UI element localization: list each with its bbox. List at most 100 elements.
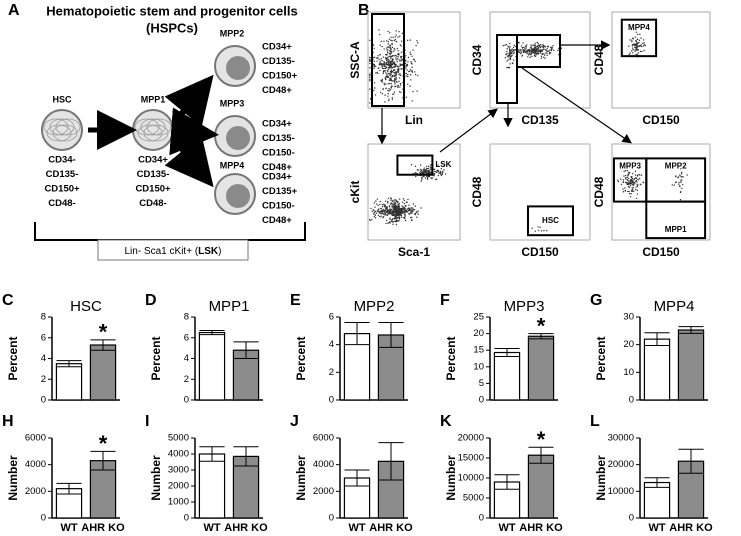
event-dot [395,202,397,204]
event-dot [383,69,385,72]
cell-marker: CD150- [262,201,295,212]
event-dot [390,220,393,222]
y-axis-label: Number [149,455,163,501]
event-dot [626,183,629,186]
event-dot [542,49,544,51]
event-dot [637,48,639,51]
event-dot [378,58,380,61]
event-dot [422,172,424,174]
event-dot [435,178,438,181]
event-dot [426,175,428,178]
event-dot [388,38,391,40]
bar [527,335,555,401]
event-dot [387,43,390,45]
event-dot [389,220,391,223]
event-dot [632,182,635,184]
y-tick-label: 5000 [168,433,189,444]
event-dot [633,183,635,185]
event-dot [399,60,401,62]
event-dot [622,191,625,193]
y-tick-label: 6000 [25,433,46,444]
diagram-title: (HSPCs) [146,20,198,35]
event-dot [506,48,508,50]
event-dot [379,60,381,62]
event-dot [631,50,633,52]
y-tick-label: 0 [479,513,484,524]
event-dot [419,171,421,174]
event-dot [417,169,420,171]
y-axis-label: CD48 [470,176,484,207]
event-dot [393,220,395,223]
event-dot [620,183,623,186]
cell-name: HSC [52,94,72,104]
panel-label: A [8,2,20,19]
event-dot [397,36,399,38]
event-dot [543,48,545,50]
event-dot [400,213,402,216]
significance-marker: * [537,313,546,338]
event-dot [396,219,398,222]
event-dot [548,50,550,52]
y-tick-label: 4000 [168,449,189,460]
error-bar [678,326,704,334]
event-dot [394,74,396,77]
chart-title: MPP1 [209,298,250,315]
event-dot [394,216,396,218]
event-dot [415,175,417,178]
y-axis-label: CD48 [592,44,606,75]
event-dot [400,45,403,47]
event-dot [407,198,409,201]
event-dot [387,202,389,204]
event-dot [369,62,371,65]
event-dot [534,42,536,45]
event-dot [536,47,538,49]
panel-label: L [590,413,600,430]
error-bar [378,442,404,481]
event-dot [396,206,399,208]
event-dot [382,216,385,218]
x-axis-label: Lin [405,113,423,127]
event-dot [388,82,391,85]
event-dot [400,40,403,42]
event-dot [512,59,515,61]
bar [643,481,671,519]
event-dot [392,211,395,213]
event-dot [512,62,514,65]
event-dot [638,173,640,176]
event-dot [400,211,403,214]
event-dot [439,170,442,173]
event-dot [506,66,508,69]
event-dot [504,56,507,59]
event-dot [527,56,529,58]
event-dot [376,71,378,74]
event-dot [369,39,371,42]
event-dot [414,73,417,76]
event-dot [640,174,643,176]
event-dot [405,55,407,57]
event-dot [406,201,408,203]
event-dot [634,46,636,49]
event-dot [537,46,539,49]
event-dot [413,59,416,61]
event-dot [389,77,392,79]
event-dot [639,45,642,47]
event-dot [671,184,673,186]
y-tick-label: 20 [473,328,484,339]
event-dot [394,204,397,206]
event-dot [549,52,552,54]
event-dot [384,67,387,70]
event-dot [400,56,402,59]
event-dot [627,190,629,193]
gate [396,154,434,176]
event-dot [388,212,390,215]
cell-marker: CD48+ [262,85,292,96]
y-tick-label: 25 [473,312,484,323]
event-dot [376,60,378,62]
event-dot [393,203,395,206]
event-dot [380,208,383,210]
event-dot [410,61,412,63]
event-dot [392,66,395,68]
event-dot [622,181,625,184]
gate-label: Lin- Sca1 cKit+ (LSK) [125,246,222,257]
